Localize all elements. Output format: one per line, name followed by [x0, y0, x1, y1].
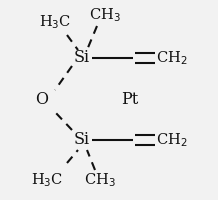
- Text: Si: Si: [74, 49, 90, 66]
- Text: CH$_3$: CH$_3$: [84, 171, 116, 189]
- Text: CH$_3$: CH$_3$: [89, 6, 121, 24]
- Text: H$_3$C: H$_3$C: [31, 171, 63, 189]
- Text: H$_3$C: H$_3$C: [39, 13, 71, 31]
- Text: Si: Si: [74, 132, 90, 148]
- Text: O: O: [36, 92, 48, 108]
- Text: CH$_2$: CH$_2$: [156, 49, 188, 67]
- Text: CH$_2$: CH$_2$: [156, 131, 188, 149]
- Text: Pt: Pt: [121, 92, 139, 108]
